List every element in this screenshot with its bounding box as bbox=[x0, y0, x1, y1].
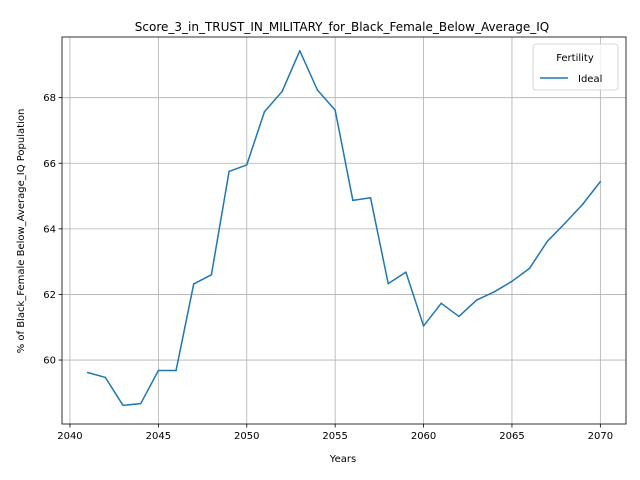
x-tick-label: 2055 bbox=[322, 431, 347, 442]
data-point bbox=[493, 291, 496, 293]
data-point bbox=[422, 325, 425, 327]
data-point bbox=[546, 240, 549, 243]
legend: Fertility Ideal bbox=[532, 43, 619, 91]
y-tick-label: 66 bbox=[43, 159, 56, 170]
data-point bbox=[458, 315, 460, 318]
data-point bbox=[564, 222, 566, 225]
data-point bbox=[475, 299, 478, 301]
y-tick-label: 62 bbox=[43, 290, 56, 301]
y-tick-label: 64 bbox=[43, 224, 56, 235]
data-point bbox=[581, 203, 584, 206]
data-point bbox=[387, 282, 389, 285]
grid bbox=[62, 37, 626, 424]
data-point bbox=[86, 371, 89, 374]
data-point bbox=[139, 402, 142, 405]
x-tick-label: 2050 bbox=[234, 431, 259, 442]
data-point bbox=[528, 267, 531, 269]
data-point bbox=[104, 376, 107, 379]
data-point bbox=[405, 271, 407, 273]
x-axis: 2040 2045 2050 2055 2060 2065 2070 bbox=[57, 424, 613, 442]
legend-box bbox=[532, 43, 619, 91]
data-point bbox=[369, 196, 372, 199]
data-point bbox=[281, 90, 283, 93]
data-point bbox=[210, 274, 213, 276]
data-point bbox=[440, 302, 442, 305]
data-point bbox=[246, 164, 248, 166]
chart-title: Score_3_in_TRUST_IN_MILITARY_for_Black_F… bbox=[135, 20, 549, 34]
legend-label-ideal: Ideal bbox=[578, 74, 602, 85]
x-tick-label: 2045 bbox=[146, 431, 171, 442]
y-axis-label: % of Black_Female Below_Average_IQ Popul… bbox=[16, 109, 27, 354]
x-axis-label: Years bbox=[329, 454, 356, 465]
data-point bbox=[299, 50, 301, 52]
data-point bbox=[263, 111, 266, 113]
data-point bbox=[599, 180, 602, 183]
data-point bbox=[334, 109, 336, 111]
y-axis: 60 62 64 66 68 bbox=[43, 93, 62, 367]
x-tick-label: 2040 bbox=[57, 431, 82, 442]
data-point bbox=[157, 369, 160, 372]
data-point bbox=[511, 280, 513, 283]
data-point bbox=[122, 404, 124, 407]
data-point bbox=[228, 170, 230, 173]
series-layer bbox=[86, 50, 602, 407]
data-point bbox=[175, 369, 177, 372]
y-tick-label: 68 bbox=[43, 93, 56, 104]
legend-title: Fertility bbox=[556, 53, 594, 64]
x-tick-label: 2070 bbox=[588, 431, 613, 442]
data-point bbox=[192, 283, 195, 285]
series-line-ideal bbox=[87, 50, 601, 407]
plot-frame bbox=[61, 36, 627, 425]
data-point bbox=[316, 89, 319, 91]
y-tick-label: 60 bbox=[43, 356, 56, 367]
x-tick-label: 2060 bbox=[411, 431, 436, 442]
data-point bbox=[352, 199, 354, 202]
x-tick-label: 2065 bbox=[499, 431, 524, 442]
